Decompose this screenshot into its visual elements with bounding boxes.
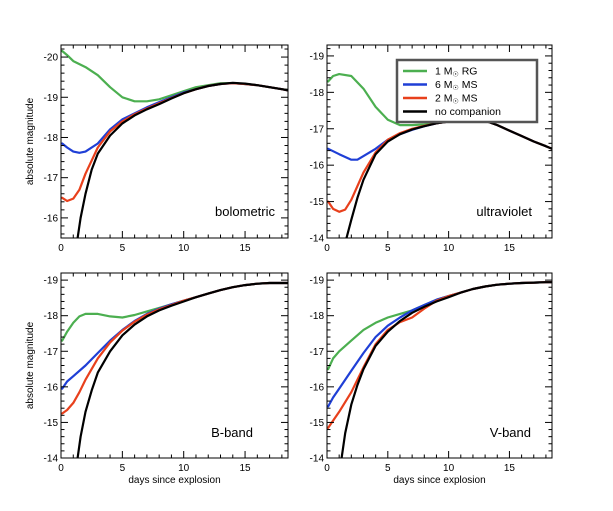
x-tick-label: 10 xyxy=(443,243,455,254)
legend-entry-prefix: 2 M xyxy=(435,93,453,105)
x-tick-label: 0 xyxy=(324,463,330,474)
series-line-ultraviolet-no-companion xyxy=(345,117,552,238)
x-tick-label: 5 xyxy=(385,243,391,254)
y-axis-label: absolute magnitude xyxy=(25,97,36,185)
y-tick-label: -19 xyxy=(310,276,325,287)
y-tick-label: -16 xyxy=(310,382,325,393)
legend-entry-suffix: MS xyxy=(459,79,478,91)
y-tick-label: -15 xyxy=(310,418,325,429)
series-line-ultraviolet-2-m-ms xyxy=(327,117,552,213)
panel-b-band: 0 5 10 15 -14 -15 -16 -17 -18 -19 B-band absolute m… xyxy=(25,272,289,486)
panel-bolometric: 0 5 10 15 -16 -17 -18 -19 -20 bolometric absolute … xyxy=(25,44,289,254)
x-tick-label: 5 xyxy=(385,463,391,474)
y-tick-label: -17 xyxy=(44,173,59,184)
y-tick-label: -17 xyxy=(310,124,325,135)
series-line-b-band-no-companion xyxy=(76,281,288,458)
panel-title-b-band: B-band xyxy=(211,425,253,440)
series-line-b-band-6-m-ms xyxy=(61,281,288,390)
x-tick-label: 15 xyxy=(504,243,516,254)
y-tick-label: -19 xyxy=(44,276,59,287)
panel-ultraviolet: 0 5 10 15 -14 -15 -16 -17 -18 -19 ultraviolet xyxy=(310,44,553,254)
series-line-v-band-no-companion xyxy=(340,281,552,458)
plot-frame-ultraviolet xyxy=(326,44,553,239)
x-tick-label: 10 xyxy=(178,463,190,474)
series-line-bolometric-no-companion xyxy=(76,81,288,238)
legend-entry-label: 2 M☉ MS xyxy=(435,93,477,106)
x-axis-label: days since explosion xyxy=(393,475,485,486)
x-tick-label: 5 xyxy=(120,243,126,254)
y-tick-label: -14 xyxy=(310,454,325,465)
x-tick-label: 5 xyxy=(120,463,126,474)
legend-entry-suffix: RG xyxy=(459,66,478,78)
sun-symbol-icon: ☉ xyxy=(453,98,459,106)
y-tick-label: -17 xyxy=(310,347,325,358)
y-tick-label: -19 xyxy=(310,51,325,62)
legend-entry-prefix: no companion xyxy=(435,106,501,118)
y-tick-label: -18 xyxy=(44,311,59,322)
sun-symbol-icon: ☉ xyxy=(453,84,459,92)
x-tick-label: 10 xyxy=(178,243,190,254)
panel-title-ultraviolet: ultraviolet xyxy=(476,204,532,219)
y-tick-label: -15 xyxy=(310,197,325,208)
series-line-b-band-1-m-rg xyxy=(61,281,288,342)
y-tick-label: -14 xyxy=(44,454,59,465)
series-line-bolometric-2-m-ms xyxy=(61,82,288,203)
x-axis-label: days since explosion xyxy=(128,475,220,486)
x-tick-label: 15 xyxy=(504,463,516,474)
legend-entry-label: no companion xyxy=(435,106,501,118)
legend-entry-prefix: 1 M xyxy=(435,66,453,78)
y-tick-label: -20 xyxy=(44,53,59,64)
legend-entry-prefix: 6 M xyxy=(435,79,453,91)
y-tick-label: -18 xyxy=(310,88,325,99)
y-tick-label: -16 xyxy=(310,161,325,172)
sun-symbol-icon: ☉ xyxy=(453,71,459,79)
plot-frame-bolometric xyxy=(60,44,289,239)
series-line-b-band-2-m-ms xyxy=(61,281,288,415)
x-tick-label: 10 xyxy=(443,463,455,474)
panel-title-v-band: V-band xyxy=(490,425,531,440)
series-line-ultraviolet-6-m-ms xyxy=(327,117,552,161)
y-tick-label: -17 xyxy=(44,347,59,358)
y-tick-label: -19 xyxy=(44,93,59,104)
y-tick-label: -18 xyxy=(44,133,59,144)
x-tick-label: 0 xyxy=(58,243,64,254)
plot-frame-b-band xyxy=(60,272,289,459)
legend-entry-label: 1 M☉ RG xyxy=(435,66,477,79)
x-tick-label: 0 xyxy=(324,243,330,254)
legend-entry-suffix: MS xyxy=(459,93,478,105)
y-tick-label: -14 xyxy=(310,234,325,245)
x-tick-label: 0 xyxy=(58,463,64,474)
panel-v-band: 0 5 10 15 -14 -15 -16 -17 -18 -19 V-band days since… xyxy=(310,272,553,486)
x-tick-label: 15 xyxy=(239,243,251,254)
y-axis-label: absolute magnitude xyxy=(25,321,36,409)
series-line-bolometric-1-m-rg xyxy=(61,49,288,103)
x-tick-label: 15 xyxy=(239,463,251,474)
y-tick-label: -16 xyxy=(44,213,59,224)
panel-title-bolometric: bolometric xyxy=(215,204,275,219)
y-tick-label: -16 xyxy=(44,382,59,393)
legend-entry-label: 6 M☉ MS xyxy=(435,79,477,92)
y-tick-label: -18 xyxy=(310,311,325,322)
y-tick-label: -15 xyxy=(44,418,59,429)
